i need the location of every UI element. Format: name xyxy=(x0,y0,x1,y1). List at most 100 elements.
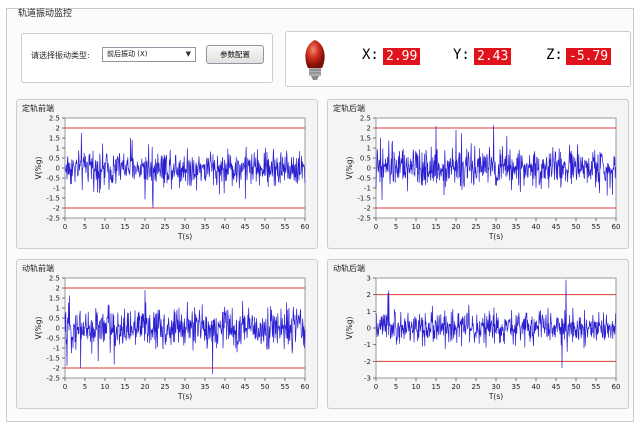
z-value: -5.79 xyxy=(566,48,612,65)
x-tick-label: 30 xyxy=(492,223,501,231)
x-tick-label: 15 xyxy=(121,383,130,391)
x-tick-label: 35 xyxy=(512,223,521,231)
vibration-monitor-group: 轨道振动监控 请选择振动类型: 前后振动 (X) ▼ 参数配置 X: 2.99 xyxy=(6,8,634,422)
y-tick-label: -0.5 xyxy=(357,175,371,183)
x-tick-label: 25 xyxy=(472,223,481,231)
parameter-config-button[interactable]: 参数配置 xyxy=(206,45,264,64)
y-axis-title: V(%g) xyxy=(34,156,43,179)
vibration-type-label: 请选择振动类型: xyxy=(31,51,90,60)
x-tick-label: 50 xyxy=(261,383,270,391)
x-tick-label: 0 xyxy=(63,383,67,391)
chevron-down-icon: ▼ xyxy=(185,50,191,58)
y-tick-label: -2.5 xyxy=(46,375,60,383)
x-tick-label: 5 xyxy=(394,383,398,391)
chart-title: 定轨后端 xyxy=(333,104,365,113)
x-tick-label: 60 xyxy=(612,223,621,231)
x-tick-label: 0 xyxy=(374,383,378,391)
x-tick-label: 20 xyxy=(452,223,461,231)
y-tick-label: -2 xyxy=(53,205,60,213)
x-tick-label: 20 xyxy=(141,223,150,231)
y-tick-label: -3 xyxy=(364,375,371,383)
y-tick-label: -1 xyxy=(364,185,371,193)
vibration-chart-moving-front: 2.521.510.50-0.5-1-1.5-2-2.50 5 10 15 20 25 30… xyxy=(34,275,310,402)
x-tick-label: 10 xyxy=(412,223,421,231)
x-tick-label: 20 xyxy=(141,383,150,391)
control-panel: 请选择振动类型: 前后振动 (X) ▼ 参数配置 xyxy=(21,33,273,83)
y-tick-label: 1 xyxy=(56,145,60,153)
x-axis-title: T(s) xyxy=(177,232,192,241)
vibration-signal-line xyxy=(64,289,306,375)
y-tick-label: -2 xyxy=(364,205,371,213)
x-axis-title: T(s) xyxy=(488,392,503,401)
x-tick-label: 30 xyxy=(492,383,501,391)
y-tick-label: 1.5 xyxy=(49,295,60,303)
x-tick-label: 10 xyxy=(101,223,110,231)
chart-panel-fixed-rear: 定轨后端 2.5 2 1.5 1 0.5 0 -0.5 -1 -1.5 -2 -2.5 0 5 10 15 2… xyxy=(327,99,629,249)
x-tick-label: 55 xyxy=(281,223,290,231)
x-tick-label: 5 xyxy=(83,383,87,391)
x-tick-label: 35 xyxy=(201,383,210,391)
x-tick-label: 60 xyxy=(301,383,310,391)
x-tick-label: 10 xyxy=(101,383,110,391)
x-tick-label: 0 xyxy=(374,223,378,231)
x-tick-label: 45 xyxy=(241,223,250,231)
y-tick-label: 3 xyxy=(367,275,371,283)
x-tick-label: 25 xyxy=(472,383,481,391)
y-tick-label: 0.5 xyxy=(49,155,60,163)
y-tick-label: 2 xyxy=(367,125,371,133)
x-tick-label: 45 xyxy=(552,383,561,391)
y-tick-label: 0.5 xyxy=(360,155,371,163)
x-tick-label: 50 xyxy=(572,383,581,391)
z-axis-label: Z: xyxy=(546,47,563,63)
x-tick-label: 55 xyxy=(592,383,601,391)
xyz-readout-panel: X: 2.99 Y: 2.43 Z: -5.79 xyxy=(285,31,631,87)
y-axis-title: V(%g) xyxy=(345,156,354,179)
x-tick-label: 25 xyxy=(161,223,170,231)
y-tick-label: -1 xyxy=(53,185,60,193)
y-tick-label: -1 xyxy=(364,341,371,349)
x-tick-label: 40 xyxy=(221,223,230,231)
x-tick-label: 30 xyxy=(181,223,190,231)
y-tick-label: -2 xyxy=(364,358,371,366)
y-value: 2.43 xyxy=(474,48,512,65)
x-tick-label: 55 xyxy=(281,383,290,391)
chart-title: 定轨前端 xyxy=(22,104,54,113)
y-tick-label: 1 xyxy=(367,145,371,153)
y-tick-label: 0 xyxy=(367,325,371,333)
y-tick-label: 0 xyxy=(367,165,371,173)
x-tick-label: 50 xyxy=(261,223,270,231)
x-value: 2.99 xyxy=(383,48,421,65)
x-tick-label: 55 xyxy=(592,223,601,231)
y-tick-label: 0 xyxy=(56,325,60,333)
y-tick-label: 2 xyxy=(56,125,60,133)
y-tick-label: -0.5 xyxy=(46,335,60,343)
group-title: 轨道振动监控 xyxy=(16,9,75,20)
y-tick-label: -1 xyxy=(53,345,60,353)
y-tick-label: 2.5 xyxy=(360,115,371,123)
y-tick-label: 1.5 xyxy=(360,135,371,143)
y-tick-label: 2 xyxy=(56,285,60,293)
vibration-type-select[interactable]: 前后振动 (X) ▼ xyxy=(102,47,196,62)
x-tick-label: 40 xyxy=(221,383,230,391)
x-tick-label: 50 xyxy=(572,223,581,231)
x-tick-label: 10 xyxy=(412,383,421,391)
x-tick-label: 20 xyxy=(452,383,461,391)
x-tick-label: 60 xyxy=(612,383,621,391)
chart-panel-moving-front: 动轨前端 2.5 2 1.5 1 0.5 0 -0.5 -1 -1.5 -2 -2.5 0 5 10 15 2… xyxy=(16,259,318,409)
x-tick-label: 40 xyxy=(532,223,541,231)
chart-panel-moving-rear: 动轨后端 3 2 1 0 -1 -2 -3 0 5 10 15 20 25 30 35 40 45 50 55 60 T… xyxy=(327,259,629,409)
chart-title: 动轨前端 xyxy=(22,264,54,273)
y-tick-label: 2.5 xyxy=(49,275,60,283)
y-axis-label: Y: xyxy=(453,47,470,63)
x-axis-title: T(s) xyxy=(177,392,192,401)
vibration-type-value: 前后振动 (X) xyxy=(107,50,148,58)
y-tick-label: 0 xyxy=(56,165,60,173)
x-tick-label: 25 xyxy=(161,383,170,391)
x-tick-label: 45 xyxy=(241,383,250,391)
x-tick-label: 60 xyxy=(301,223,310,231)
x-tick-label: 30 xyxy=(181,383,190,391)
x-tick-label: 5 xyxy=(83,223,87,231)
y-tick-label: -2.5 xyxy=(46,215,60,223)
y-tick-label: 2.5 xyxy=(49,115,60,123)
y-axis-title: V(%g) xyxy=(345,316,354,339)
